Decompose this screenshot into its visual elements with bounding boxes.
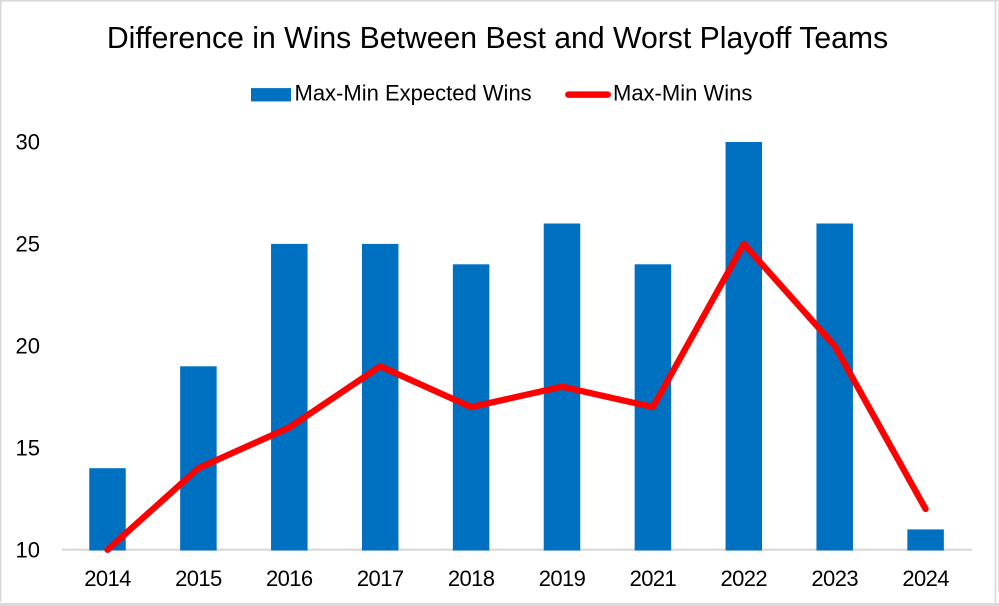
svg-text:2024: 2024 bbox=[902, 566, 949, 591]
svg-text:20: 20 bbox=[16, 334, 40, 359]
svg-text:Max-Min Wins: Max-Min Wins bbox=[613, 80, 752, 105]
svg-text:2015: 2015 bbox=[175, 566, 222, 591]
svg-text:15: 15 bbox=[16, 436, 40, 461]
svg-text:Difference in Wins Between Bes: Difference in Wins Between Best and Wors… bbox=[107, 22, 888, 55]
svg-text:2017: 2017 bbox=[357, 566, 404, 591]
svg-text:2023: 2023 bbox=[811, 566, 858, 591]
svg-text:10: 10 bbox=[16, 538, 40, 563]
svg-text:2014: 2014 bbox=[84, 566, 131, 591]
svg-text:25: 25 bbox=[16, 232, 40, 257]
svg-text:Max-Min Expected Wins: Max-Min Expected Wins bbox=[295, 80, 532, 105]
svg-text:2019: 2019 bbox=[539, 566, 586, 591]
svg-text:2016: 2016 bbox=[266, 566, 313, 591]
svg-text:2018: 2018 bbox=[448, 566, 495, 591]
svg-text:2021: 2021 bbox=[630, 566, 677, 591]
svg-text:2022: 2022 bbox=[721, 566, 768, 591]
svg-text:30: 30 bbox=[16, 130, 40, 155]
